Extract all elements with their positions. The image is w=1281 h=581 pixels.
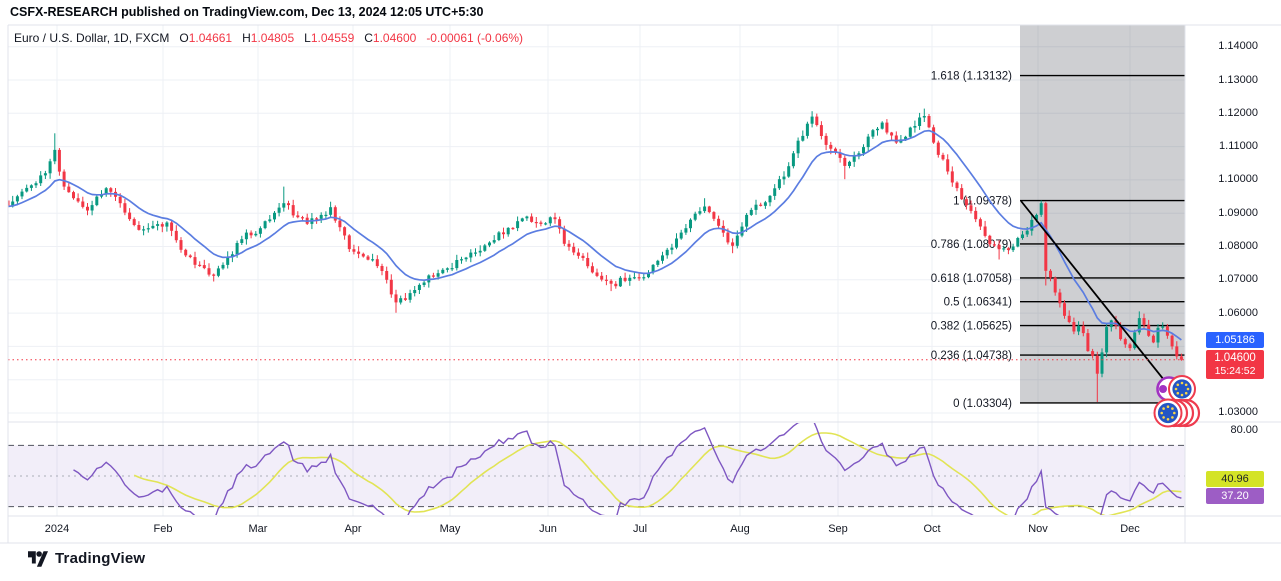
legend-low: L1.04559 bbox=[304, 31, 355, 45]
symbol-legend: Euro / U.S. Dollar, 1D, FXCM O1.04661 H1… bbox=[14, 31, 523, 45]
price-axis-label: 1.14000 bbox=[1218, 40, 1258, 52]
time-axis-label: 2024 bbox=[44, 523, 70, 535]
legend-close: C1.04600 bbox=[364, 31, 417, 45]
symbol-title: Euro / U.S. Dollar, 1D, FXCM bbox=[14, 31, 170, 45]
fib-level-label: 1.618 (1.13132) bbox=[931, 71, 1012, 83]
rsi-ma-badge: 40.96 bbox=[1206, 471, 1264, 487]
fib-level-label: 0 (1.03304) bbox=[953, 398, 1012, 410]
fib-level-label: 0.382 (1.05625) bbox=[931, 321, 1012, 333]
last-price-value: 1.04600 bbox=[1214, 352, 1256, 364]
ma-price-badge: 1.05186 bbox=[1206, 332, 1264, 348]
price-axis-label: 1.13000 bbox=[1218, 74, 1258, 86]
rsi-value-badge: 37.20 bbox=[1206, 488, 1264, 504]
moving-average-line[interactable] bbox=[8, 129, 1182, 341]
euro-target-sticker[interactable] bbox=[1156, 375, 1196, 403]
fib-level-label: 1 (1.09378) bbox=[953, 196, 1012, 208]
price-axis-label: 1.09000 bbox=[1218, 207, 1258, 219]
time-axis-label: Jun bbox=[539, 523, 557, 535]
pane-separators bbox=[0, 24, 1281, 544]
rsi-line bbox=[73, 423, 1182, 515]
legend-high: H1.04805 bbox=[242, 31, 295, 45]
price-axis-label: 1.12000 bbox=[1218, 107, 1258, 119]
time-axis-label: Oct bbox=[923, 523, 941, 535]
price-axis-label: 1.06000 bbox=[1218, 307, 1258, 319]
time-axis-label: Apr bbox=[344, 523, 362, 535]
fib-level-label: 0.236 (1.04738) bbox=[931, 350, 1012, 362]
price-axis-label: 1.03000 bbox=[1218, 406, 1258, 418]
fib-level-label: 0.786 (1.08079) bbox=[931, 239, 1012, 251]
price-axis-label: 1.11000 bbox=[1219, 140, 1258, 152]
descending-trendline[interactable] bbox=[1020, 200, 1181, 401]
price-axis-label: 1.08000 bbox=[1218, 240, 1258, 252]
time-axis-label: May bbox=[439, 523, 461, 535]
published-attribution: CSFX-RESEARCH published on TradingView.c… bbox=[10, 5, 484, 19]
price-axis-label: 1.10000 bbox=[1218, 173, 1258, 185]
time-axis-label: Aug bbox=[730, 523, 750, 535]
euro-target-stack-sticker[interactable] bbox=[1153, 398, 1201, 428]
fib-level-label: 0.618 (1.07058) bbox=[931, 273, 1012, 285]
bar-countdown: 15:24:52 bbox=[1214, 365, 1256, 377]
tradingview-brand[interactable]: TradingView bbox=[55, 550, 146, 567]
footer: TradingView bbox=[28, 550, 145, 567]
price-axis-label: 1.07000 bbox=[1218, 273, 1258, 285]
legend-change: -0.00061 (-0.06%) bbox=[426, 31, 524, 45]
rsi-ma-line bbox=[133, 432, 1182, 515]
time-axis-label: Sep bbox=[828, 523, 848, 535]
fib-retracement[interactable]: 1.618 (1.13132) 1 (1.09378) 0.786 (1.08079… bbox=[931, 71, 1185, 410]
tradingview-logo-icon[interactable] bbox=[28, 550, 48, 567]
last-price-badge: 1.04600 15:24:52 bbox=[1206, 350, 1264, 379]
time-axis-label: Jul bbox=[632, 523, 648, 535]
rsi-axis-label: 80.00 bbox=[1230, 424, 1258, 436]
gridlines bbox=[8, 25, 1185, 516]
time-axis-label: Mar bbox=[248, 523, 268, 535]
time-axis-label: Dec bbox=[1120, 523, 1140, 535]
fib-level-label: 0.5 (1.06341) bbox=[944, 297, 1013, 309]
rsi-indicator[interactable] bbox=[8, 418, 1185, 528]
time-axis-label: Nov bbox=[1028, 523, 1048, 535]
candlestick-series[interactable] bbox=[7, 108, 1183, 402]
time-axis-label: Feb bbox=[153, 523, 173, 535]
legend-open: O1.04661 bbox=[179, 31, 233, 45]
